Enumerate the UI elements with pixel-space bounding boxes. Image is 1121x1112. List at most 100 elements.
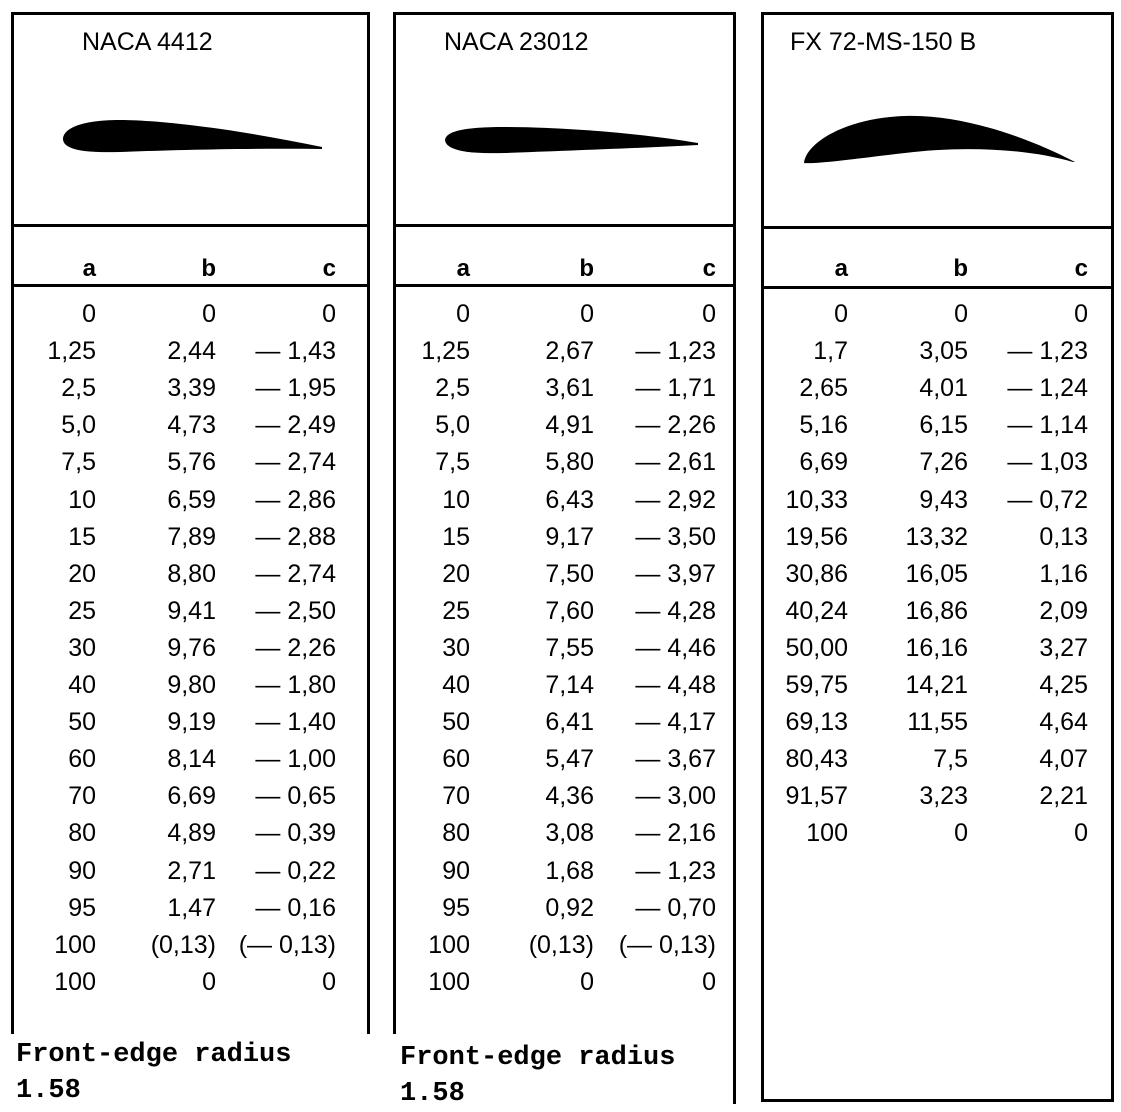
table-cell: 100 [54, 930, 96, 959]
table-cell: 0 [954, 300, 968, 328]
table-cell: 2,5 [61, 374, 96, 403]
column-header-c: c [322, 255, 336, 282]
table-cell: — 1,43 [255, 337, 336, 366]
table-cell: — 2,74 [255, 448, 336, 477]
table-cell: 3,05 [919, 337, 968, 366]
table-cell: 9,76 [167, 633, 216, 662]
airfoil-title: FX 72-MS-150 B [790, 28, 977, 56]
table-cell: — 0,65 [255, 782, 336, 811]
table-cell: — 1,40 [255, 708, 336, 737]
table-cell: — 1,00 [255, 745, 336, 774]
table-cell: 60 [442, 745, 470, 774]
table-cell: 7,55 [545, 633, 594, 662]
table-cell: — 1,71 [635, 374, 716, 403]
table-cell: 9,41 [167, 596, 216, 625]
table-cell: — 0,72 [1007, 485, 1088, 514]
table-cell: 0 [834, 300, 848, 328]
front-edge-radius-label: Front-edge radius [16, 1040, 292, 1070]
table-cell: 0 [322, 967, 336, 996]
table-cell: — 4,46 [635, 633, 716, 662]
table-cell: 6,41 [545, 708, 594, 737]
column-header-b: b [953, 255, 968, 282]
table-cell: — 3,50 [635, 522, 716, 551]
table-cell: 30 [442, 633, 470, 662]
table-cell: 100 [428, 930, 470, 959]
table-cell: 20 [68, 559, 96, 588]
table-cell: 15 [442, 522, 470, 551]
column-header-b: b [579, 255, 594, 282]
table-cell: 95 [442, 893, 470, 922]
table-cell: — 2,74 [255, 559, 336, 588]
table-cell: 50 [442, 708, 470, 737]
table-cell: 80 [442, 819, 470, 848]
panel-border-right [733, 12, 736, 1104]
table-cell: — 4,28 [635, 596, 716, 625]
table-cell: 25 [68, 596, 96, 625]
table-cell: 0,13 [1039, 522, 1088, 551]
table-cell: 4,07 [1039, 745, 1088, 774]
table-cell: 7,89 [167, 522, 216, 551]
table-cell: 90 [442, 856, 470, 885]
table-cell: — 1,24 [1007, 374, 1088, 403]
table-cell: 2,5 [435, 374, 470, 403]
table-cell: 3,61 [545, 374, 594, 403]
column-header-a: a [456, 255, 470, 282]
table-cell: 50,00 [785, 633, 848, 662]
table-cell: 5,80 [545, 448, 594, 477]
front-edge-radius-label: Front-edge radius [400, 1043, 676, 1073]
table-cell: 4,73 [167, 411, 216, 440]
table-cell: 10 [442, 485, 470, 514]
table-cell: 1,47 [167, 893, 216, 922]
table-cell: — 2,16 [635, 819, 716, 848]
table-cell: 0 [1074, 819, 1088, 848]
table-cell: 7,26 [919, 448, 968, 477]
panel-border-left [11, 12, 14, 1034]
table-cell: 2,09 [1039, 596, 1088, 625]
table-cell: 9,19 [167, 708, 216, 737]
table-cell: 0 [202, 967, 216, 996]
table-cell: 7,60 [545, 596, 594, 625]
table-cell: 19,56 [785, 522, 848, 551]
table-cell: 1,68 [545, 856, 594, 885]
table-cell: — 0,39 [255, 819, 336, 848]
table-cell: (0,13) [150, 930, 216, 959]
table-cell: — 1,03 [1007, 448, 1088, 477]
column-header-a: a [82, 255, 96, 282]
table-cell: 5,0 [435, 411, 470, 440]
header-rule-bottom [11, 284, 370, 287]
table-cell: 7,5 [435, 448, 470, 477]
table-cell: (— 0,13) [618, 930, 716, 959]
table-cell: 10 [68, 485, 96, 514]
table-cell: 3,23 [919, 782, 968, 811]
table-cell: — 2,49 [255, 411, 336, 440]
table-cell: 91,57 [785, 782, 848, 811]
table-cell: 3,39 [167, 374, 216, 403]
table-cell: 7,14 [545, 671, 594, 699]
column-header-c: c [1074, 255, 1088, 282]
column-header-c: c [702, 255, 716, 282]
table-cell: 5,0 [61, 411, 96, 440]
table-cell: — 2,61 [635, 448, 716, 477]
table-cell: 9,17 [545, 522, 594, 551]
table-cell: 1,16 [1039, 559, 1088, 588]
table-cell: — 2,86 [255, 485, 336, 514]
table-cell: — 4,48 [635, 671, 716, 699]
table-cell: 70 [68, 782, 96, 811]
table-cell: 0 [456, 300, 470, 328]
table-cell: 2,71 [167, 856, 216, 885]
header-rule-top [393, 224, 736, 227]
table-cell: 9,43 [919, 485, 968, 514]
table-cell: 40 [442, 671, 470, 699]
table-cell: 2,65 [799, 374, 848, 403]
table-cell: 4,25 [1039, 671, 1088, 699]
table-cell: — 1,80 [255, 671, 336, 699]
table-cell: 3,27 [1039, 633, 1088, 662]
table-cell: 4,89 [167, 819, 216, 848]
table-cell: 6,43 [545, 485, 594, 514]
panel-border-top [393, 12, 736, 15]
table-cell: — 1,14 [1007, 411, 1088, 440]
table-cell: 7,5 [61, 448, 96, 477]
table-cell: 80,43 [785, 745, 848, 774]
table-cell: 4,64 [1039, 708, 1088, 737]
table-cell: 2,67 [545, 337, 594, 366]
